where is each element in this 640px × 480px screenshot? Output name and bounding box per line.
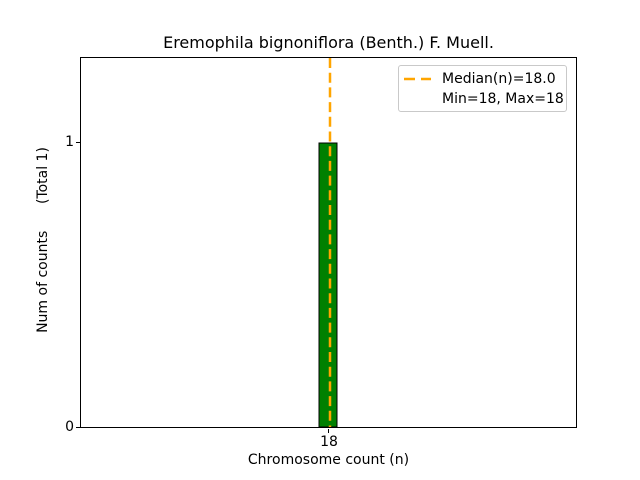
plot-area: [80, 57, 577, 428]
legend-entry-min-max: Min=18, Max=18: [404, 89, 564, 109]
x-axis-tick-18: [328, 429, 329, 433]
legend: Median(n)=18.0 Min=18, Max=18: [398, 65, 567, 112]
x-axis-label: Chromosome count (n): [247, 452, 410, 468]
legend-label-median: Median(n)=18.0: [442, 71, 556, 87]
legend-label-min-max: Min=18, Max=18: [442, 91, 564, 107]
y-tick-label-1: 1: [65, 134, 74, 150]
y-tick-label-0: 0: [65, 419, 74, 435]
legend-marker-spacer: [404, 97, 431, 101]
legend-entry-median: Median(n)=18.0: [404, 69, 560, 89]
chart-title: Eremophila bignoniflora (Benth.) F. Muel…: [163, 33, 494, 52]
plot-canvas: [318, 58, 338, 427]
x-tick-label-18: 18: [320, 434, 338, 450]
histogram-bar: [318, 142, 338, 427]
y-axis-tick-0: [76, 427, 80, 428]
y-axis-label: Num of counts (Total 1): [35, 147, 51, 333]
y-axis-tick-1: [76, 142, 80, 143]
dashed-line-icon: [404, 77, 431, 81]
